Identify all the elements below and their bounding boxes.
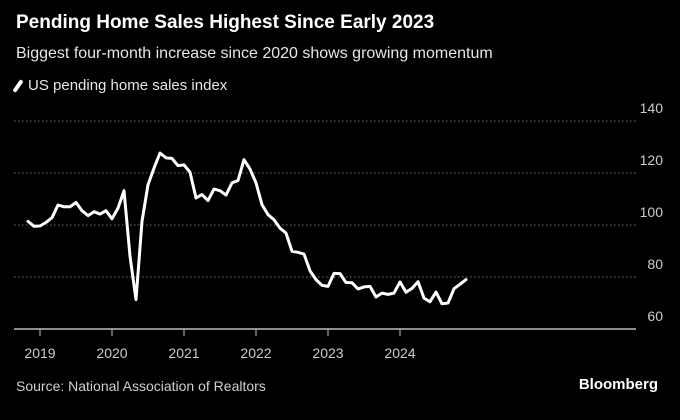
legend-label: US pending home sales index xyxy=(28,77,228,94)
x-tick-label: 2021 xyxy=(168,345,199,361)
bloomberg-logo: Bloomberg xyxy=(578,376,658,393)
x-tick-label: 2024 xyxy=(384,345,415,361)
x-tick-label: 2023 xyxy=(312,345,343,361)
y-tick-label: 80 xyxy=(647,256,663,272)
legend: US pending home sales index xyxy=(12,77,228,94)
chart-subtitle: Biggest four-month increase since 2020 s… xyxy=(16,45,493,62)
x-tick-label: 2019 xyxy=(24,345,55,361)
x-tick-label: 2022 xyxy=(240,345,271,361)
y-tick-label: 140 xyxy=(640,100,664,116)
x-tick-label: 2020 xyxy=(96,345,127,361)
series-line xyxy=(26,151,468,306)
y-tick-label: 120 xyxy=(640,152,664,168)
source-note: Source: National Association of Realtors xyxy=(16,378,266,394)
y-tick-label: 100 xyxy=(640,204,664,220)
y-tick-label: 60 xyxy=(647,308,663,324)
chart-title: Pending Home Sales Highest Since Early 2… xyxy=(16,12,435,33)
